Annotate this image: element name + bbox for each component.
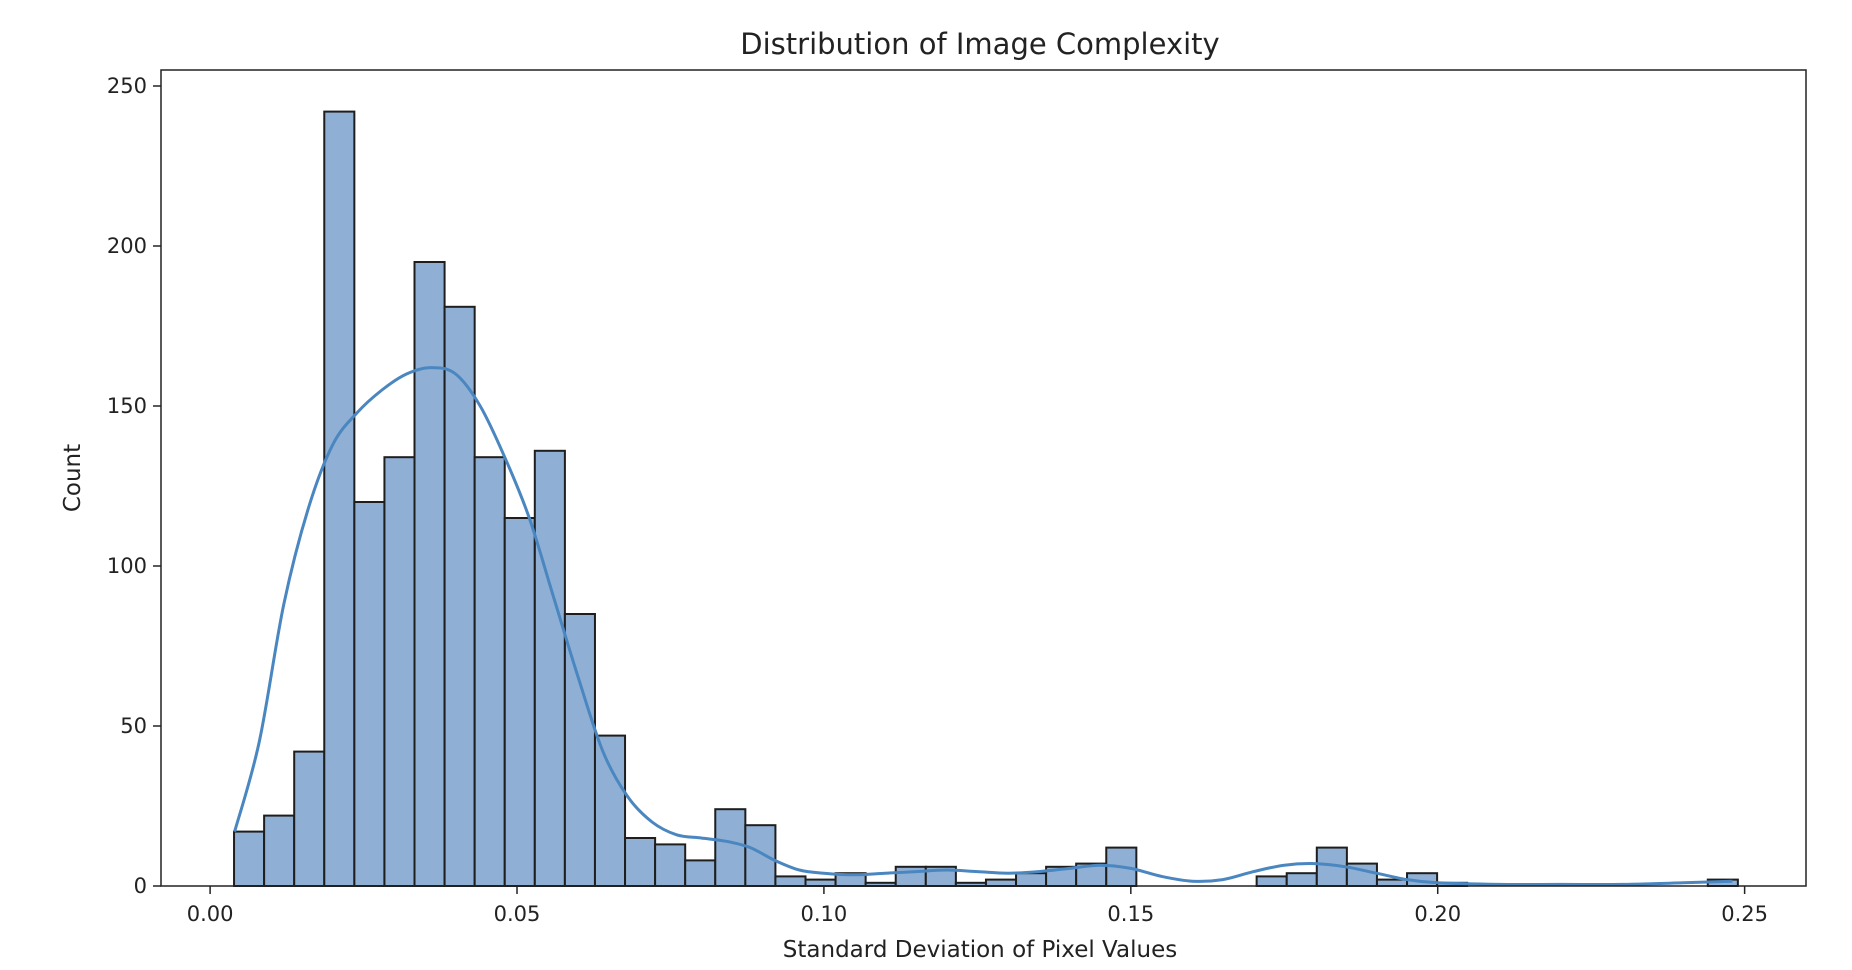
y-tick-label: 50 [120, 714, 147, 738]
plot-frame [160, 69, 1807, 887]
histogram-bars [233, 110, 1739, 888]
y-tick-label: 150 [107, 394, 147, 418]
histogram-bar [563, 613, 596, 887]
histogram-bar [353, 501, 386, 887]
histogram-bar [503, 517, 536, 887]
histogram-bar [443, 305, 476, 887]
histogram-bar [744, 824, 777, 888]
y-tick-label: 250 [107, 74, 147, 98]
histogram-bar [1255, 875, 1288, 888]
x-tick-label: 0.25 [1721, 902, 1768, 926]
histogram-bar [894, 865, 927, 887]
histogram-bar [804, 878, 837, 887]
x-tick-label: 0.00 [187, 902, 234, 926]
histogram-bar [714, 808, 747, 888]
x-axis: 0.00 0.05 0.10 0.15 0.20 0.25 [187, 886, 1768, 926]
x-axis-label: Standard Deviation of Pixel Values [783, 937, 1177, 963]
histogram-bar [383, 456, 416, 887]
y-tick-label: 0 [134, 874, 147, 898]
histogram-bar [654, 843, 687, 888]
kde-curve [233, 366, 1733, 887]
x-tick-label: 0.20 [1414, 902, 1461, 926]
x-tick-label: 0.15 [1107, 902, 1154, 926]
histogram-bar [1375, 878, 1409, 887]
histogram-bar [1015, 872, 1048, 888]
y-tick-label: 200 [107, 234, 147, 258]
chart-title: Distribution of Image Complexity [740, 27, 1219, 61]
histogram-bar [293, 750, 326, 887]
histogram-bar [533, 449, 566, 887]
histogram-bar [323, 110, 356, 888]
x-tick-label: 0.05 [494, 902, 541, 926]
histogram-bar [233, 830, 266, 887]
histogram-bar [593, 734, 627, 887]
y-tick-label: 100 [107, 554, 147, 578]
y-axis-label: Count [60, 444, 86, 512]
histogram-bar [684, 859, 717, 888]
histogram-bar [774, 875, 807, 888]
y-axis: 0 50 100 150 200 250 [107, 74, 161, 898]
histogram-bar [624, 837, 657, 887]
histogram-bar [984, 878, 1018, 887]
histogram-bar [413, 261, 446, 887]
histogram-bar [1285, 872, 1318, 888]
histogram-bar [473, 456, 506, 887]
histogram-bar [263, 814, 296, 887]
x-tick-label: 0.10 [801, 902, 848, 926]
